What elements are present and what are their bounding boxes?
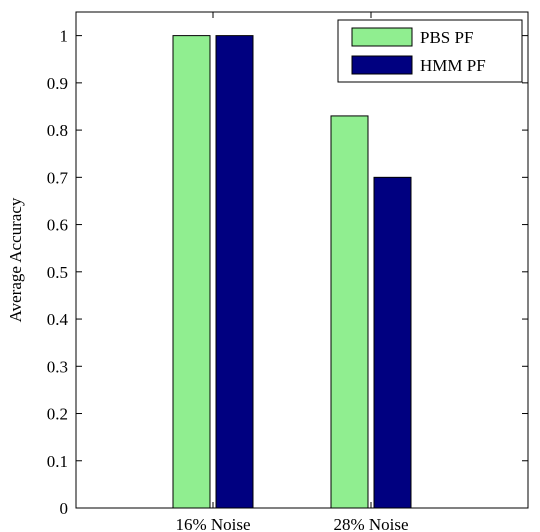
legend-swatch xyxy=(351,55,413,75)
legend: PBS PF HMM PF xyxy=(337,19,523,83)
y-tick-label: 0.5 xyxy=(47,263,68,282)
y-tick-label: 0.1 xyxy=(47,452,68,471)
bar-pbs-pf-1 xyxy=(172,35,211,509)
bar-hmm-pf-2 xyxy=(373,176,412,509)
y-tick-label: 0 xyxy=(60,499,69,518)
x-axis: 16% Noise 28% Noise xyxy=(175,12,409,532)
y-tick-label: 0.6 xyxy=(47,216,68,235)
legend-swatch xyxy=(351,27,413,47)
x-tick-label: 16% Noise xyxy=(175,515,250,532)
y-tick-label: 1 xyxy=(60,27,69,46)
y-tick-label: 0.3 xyxy=(47,357,68,376)
y-tick-label: 0.4 xyxy=(47,310,69,329)
bars xyxy=(172,35,412,509)
bar-pbs-pf-2 xyxy=(330,115,369,509)
y-tick-label: 0.9 xyxy=(47,74,68,93)
plot-area xyxy=(75,11,529,509)
y-tick-label: 0.7 xyxy=(47,168,69,187)
y-tick-label: 0.8 xyxy=(47,121,68,140)
y-axis: 0 0.1 0.2 0.3 0.4 0.5 0.6 0.7 0.8 0.9 1 xyxy=(47,27,528,518)
y-tick-label: 0.2 xyxy=(47,405,68,424)
x-tick-label: 28% Noise xyxy=(333,515,408,532)
y-axis-label: Average Accuracy xyxy=(6,197,25,322)
legend-label: PBS PF xyxy=(420,28,473,47)
legend-label: HMM PF xyxy=(420,56,486,75)
bar-hmm-pf-1 xyxy=(215,35,254,509)
